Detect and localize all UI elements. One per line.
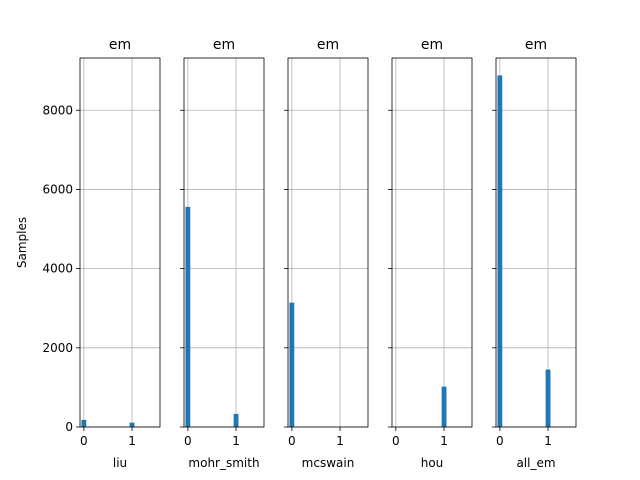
histogram-bar [81,419,87,427]
x-tick-label: 1 [544,434,552,448]
y-tick-label: 2000 [42,341,73,355]
x-axis-label: hou [421,456,444,470]
y-tick-label: 0 [65,420,73,434]
axes-frame [183,57,265,428]
x-tick-label: 0 [496,434,504,448]
x-axis-label: mcswain [302,456,355,470]
subplot-title: em [421,37,443,53]
histogram-bar [185,206,191,427]
axes-frame [495,57,577,428]
histogram-bar [289,302,295,427]
x-axis-label: mohr_smith [188,456,259,470]
subplot-title: em [213,37,235,53]
x-axis-label: all_em [516,456,555,470]
x-tick-label: 0 [288,434,296,448]
axes-frame [79,57,161,428]
x-tick-label: 0 [392,434,400,448]
x-axis-label: liu [113,456,127,470]
histogram-bar [233,413,239,427]
histogram-bar [129,422,135,427]
y-tick-label: 8000 [42,103,73,117]
x-tick-label: 1 [128,434,136,448]
subplot-title: em [109,37,131,53]
y-tick-label: 6000 [42,182,73,196]
y-tick-label: 4000 [42,262,73,276]
subplot-title: em [317,37,339,53]
histogram-bar [497,75,503,428]
axes-frame [287,57,369,428]
histogram-bar [545,369,551,427]
x-tick-label: 0 [184,434,192,448]
y-axis-label: Samples [15,217,29,268]
x-tick-label: 1 [232,434,240,448]
axes-frame [391,57,473,428]
x-tick-label: 1 [440,434,448,448]
histogram-bar [441,386,447,427]
subplot-title: em [525,37,547,53]
x-tick-label: 0 [80,434,88,448]
x-tick-label: 1 [336,434,344,448]
